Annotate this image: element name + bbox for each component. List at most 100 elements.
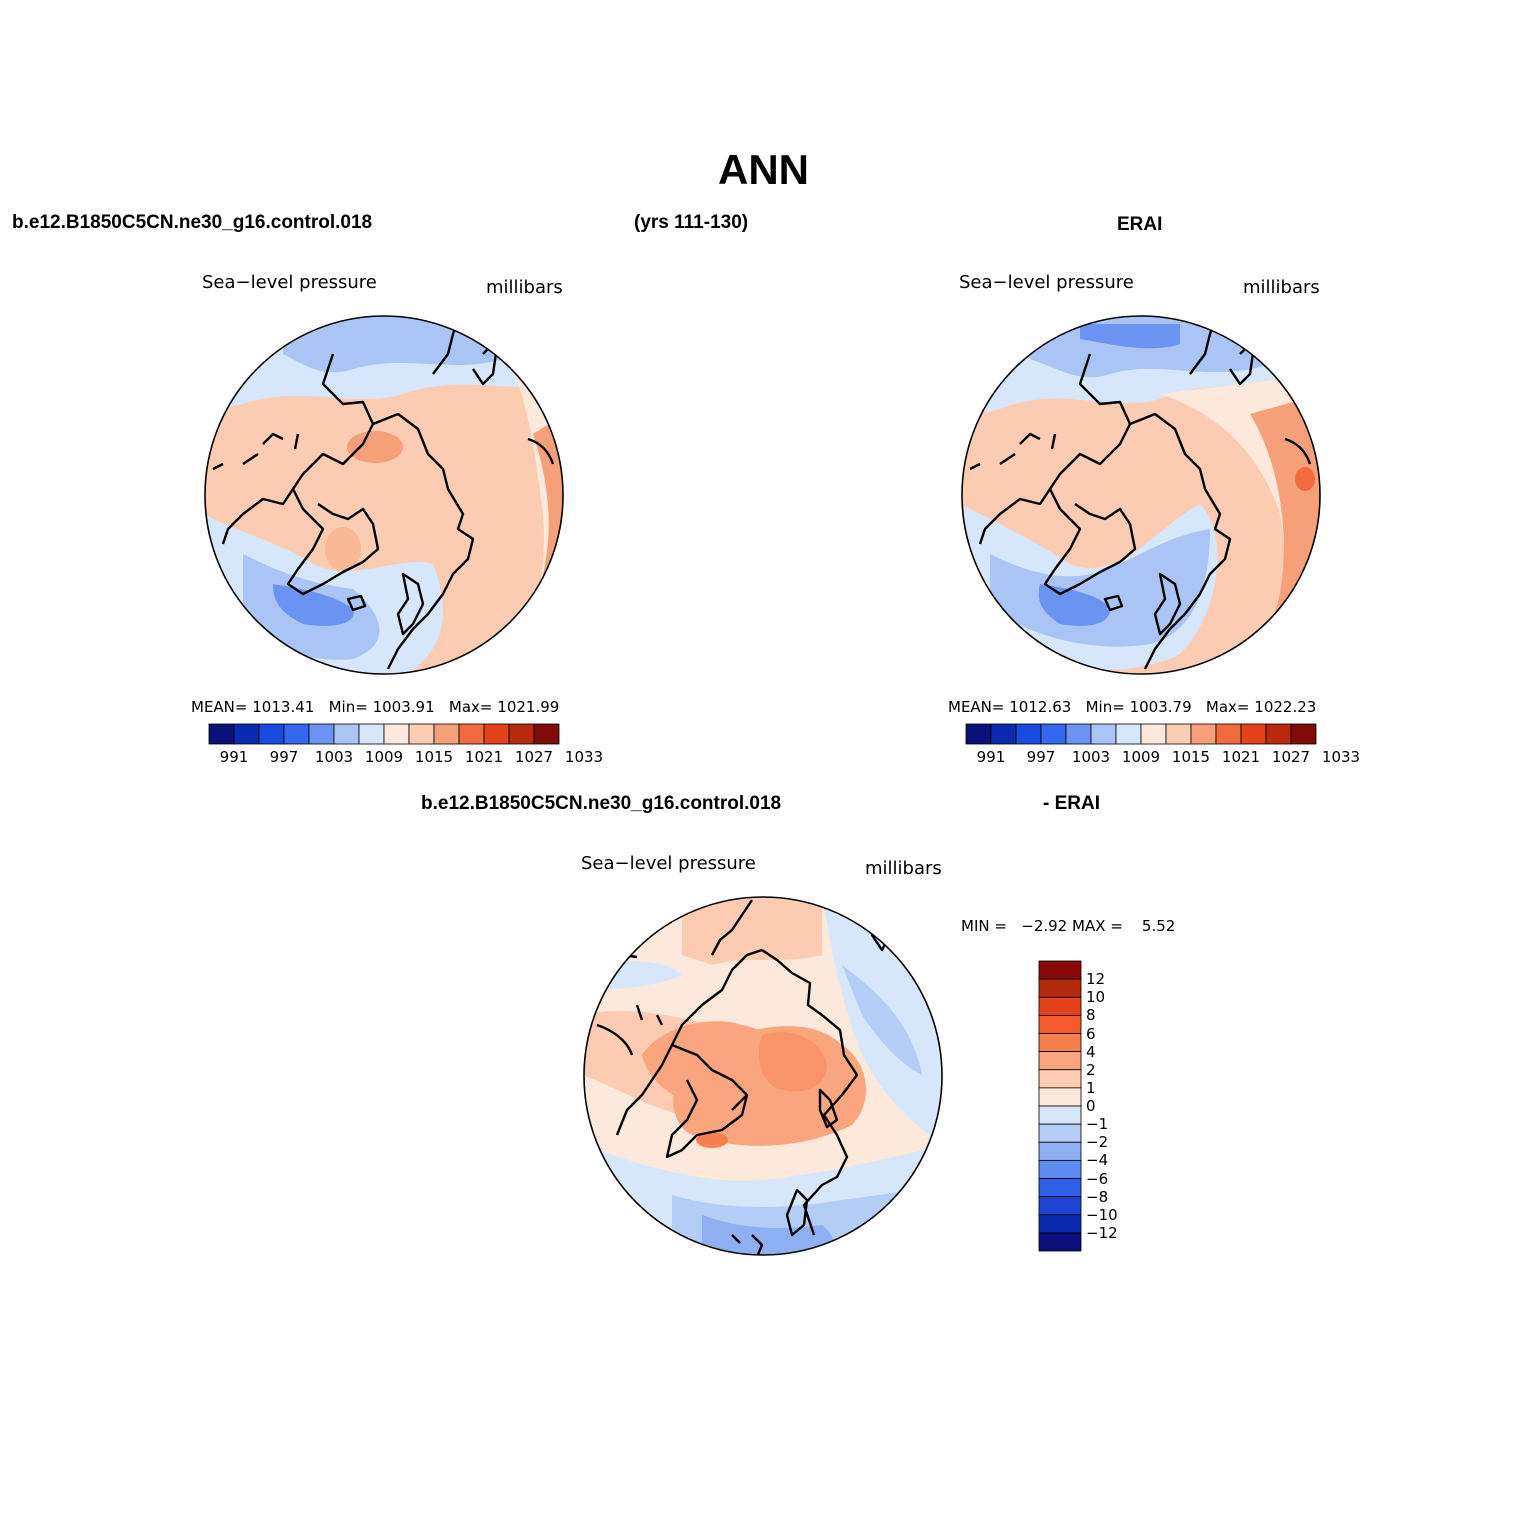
obs-colorbar-cell bbox=[1165, 723, 1192, 745]
model-colorbar-tick-label: 1015 bbox=[414, 748, 454, 766]
diff-colorbar-tick-label: −10 bbox=[1086, 1205, 1118, 1224]
model-max-label: Max= bbox=[448, 698, 493, 716]
obs-mean-label: MEAN= bbox=[948, 698, 1005, 716]
page-title: ANN bbox=[718, 146, 809, 193]
model-colorbar-cell bbox=[533, 723, 560, 745]
diff-min-value: −2.92 bbox=[1021, 917, 1068, 935]
model-colorbar-tick-label: 1009 bbox=[364, 748, 404, 766]
model-colorbar-cell bbox=[433, 723, 460, 745]
obs-colorbar-cell bbox=[1065, 723, 1092, 745]
obs-colorbar-tick-label: 991 bbox=[976, 748, 1006, 766]
diff-colorbar-cell bbox=[1038, 996, 1082, 1016]
diff-colorbar-cell bbox=[1038, 1214, 1082, 1234]
diff-min-label: MIN = bbox=[961, 917, 1007, 935]
diff-colorbar-cell bbox=[1038, 1232, 1082, 1252]
diff-colorbar-tick-label: 6 bbox=[1086, 1024, 1096, 1043]
obs-colorbar-cell bbox=[1140, 723, 1167, 745]
model-colorbar-cell bbox=[333, 723, 360, 745]
diff-colorbar-cell bbox=[1038, 1087, 1082, 1107]
diff-colorbar-tick-label: 8 bbox=[1086, 1006, 1096, 1025]
diff-colorbar-cell bbox=[1038, 1141, 1082, 1161]
diff-colorbar-tick-label: −2 bbox=[1086, 1133, 1109, 1152]
obs-colorbar bbox=[965, 723, 1317, 745]
diff-colorbar-cell bbox=[1038, 1123, 1082, 1143]
model-colorbar-ticks: 991 997 1003 1009 1015 1021 1027 1033 bbox=[209, 748, 603, 768]
diff-colorbar-cell bbox=[1038, 1069, 1082, 1089]
diff-colorbar-tick-label: 10 bbox=[1086, 988, 1106, 1007]
obs-min-label: Min= bbox=[1085, 698, 1125, 716]
obs-colorbar-tick-label: 1027 bbox=[1271, 748, 1311, 766]
obs-variable-label: Sea−level pressure bbox=[959, 272, 1134, 293]
model-colorbar bbox=[208, 723, 560, 745]
diff-obs-label: - ERAI bbox=[1043, 793, 1100, 814]
diff-variable-label: Sea−level pressure bbox=[581, 853, 756, 874]
diff-colorbar-tick-label: −4 bbox=[1086, 1151, 1109, 1170]
model-colorbar-cell bbox=[233, 723, 260, 745]
model-colorbar-tick-label: 997 bbox=[269, 748, 299, 766]
diff-colorbar-cell bbox=[1038, 1105, 1082, 1125]
diff-colorbar-cell bbox=[1038, 960, 1082, 980]
diff-colorbar-tick-label: 12 bbox=[1086, 970, 1106, 989]
diff-colorbar-cell bbox=[1038, 1033, 1082, 1053]
obs-colorbar-cell bbox=[965, 723, 992, 745]
diff-colorbar-tick-label: 2 bbox=[1086, 1060, 1096, 1079]
obs-colorbar-cell bbox=[1215, 723, 1242, 745]
obs-stats: MEAN= 1012.63 Min= 1003.79 Max= 1022.23 bbox=[948, 698, 1316, 716]
obs-colorbar-cell bbox=[1090, 723, 1117, 745]
model-variable-label: Sea−level pressure bbox=[202, 272, 377, 293]
diff-colorbar-tick-label: −6 bbox=[1086, 1169, 1109, 1188]
obs-max-label: Max= bbox=[1205, 698, 1250, 716]
obs-colorbar-cell bbox=[1190, 723, 1217, 745]
model-colorbar-cell bbox=[258, 723, 285, 745]
model-colorbar-tick-label: 1021 bbox=[464, 748, 504, 766]
obs-min-value: 1003.79 bbox=[1129, 698, 1192, 716]
obs-colorbar-cell bbox=[1265, 723, 1292, 745]
obs-name-label: ERAI bbox=[1117, 214, 1163, 235]
diff-colorbar-cell bbox=[1038, 1051, 1082, 1071]
diff-colorbar-tick-label: 1 bbox=[1086, 1078, 1096, 1097]
diff-case-label: b.e12.B1850C5CN.ne30_g16.control.018 bbox=[421, 793, 782, 814]
model-mean-label: MEAN= bbox=[191, 698, 248, 716]
diff-stats: MIN = −2.92 MAX = 5.52 bbox=[961, 917, 1175, 935]
obs-colorbar-tick-label: 1015 bbox=[1171, 748, 1211, 766]
model-colorbar-cell bbox=[208, 723, 235, 745]
years-label: (yrs 111-130) bbox=[634, 212, 749, 233]
model-colorbar-tick-label: 1003 bbox=[314, 748, 354, 766]
model-stats: MEAN= 1013.41 Min= 1003.91 Max= 1021.99 bbox=[191, 698, 559, 716]
obs-mean-value: 1012.63 bbox=[1009, 698, 1072, 716]
obs-units-label: millibars bbox=[1243, 277, 1320, 298]
diff-colorbar-tick-label: 4 bbox=[1086, 1042, 1096, 1061]
model-polar-map bbox=[204, 315, 564, 675]
diff-colorbar-cell bbox=[1038, 1196, 1082, 1216]
model-min-value: 1003.91 bbox=[372, 698, 435, 716]
diff-colorbar-tick-label: −1 bbox=[1086, 1115, 1109, 1134]
model-max-value: 1021.99 bbox=[497, 698, 560, 716]
obs-colorbar-cell bbox=[1115, 723, 1142, 745]
obs-colorbar-ticks: 991 997 1003 1009 1015 1021 1027 1033 bbox=[966, 748, 1360, 768]
diff-max-label: MAX = bbox=[1072, 917, 1123, 935]
obs-colorbar-tick-label: 1033 bbox=[1321, 748, 1361, 766]
diff-colorbar-cell bbox=[1038, 1014, 1082, 1034]
obs-polar-map bbox=[961, 315, 1321, 675]
model-units-label: millibars bbox=[486, 277, 563, 298]
obs-colorbar-tick-label: 1003 bbox=[1071, 748, 1111, 766]
obs-colorbar-cell bbox=[1040, 723, 1067, 745]
diff-colorbar-ticks: 12 10 8 6 4 2 1 0 −1 −2 −4 −6 −8 −10 −12 bbox=[1086, 961, 1146, 1251]
diff-colorbar-tick-label: −12 bbox=[1086, 1223, 1118, 1242]
model-min-label: Min= bbox=[328, 698, 368, 716]
obs-colorbar-cell bbox=[1015, 723, 1042, 745]
diff-units-label: millibars bbox=[865, 858, 942, 879]
model-colorbar-cell bbox=[408, 723, 435, 745]
model-colorbar-cell bbox=[483, 723, 510, 745]
model-colorbar-cell bbox=[508, 723, 535, 745]
model-colorbar-tick-label: 991 bbox=[219, 748, 249, 766]
obs-colorbar-tick-label: 1021 bbox=[1221, 748, 1261, 766]
diff-colorbar-cell bbox=[1038, 978, 1082, 998]
model-colorbar-tick-label: 1027 bbox=[514, 748, 554, 766]
obs-colorbar-tick-label: 997 bbox=[1026, 748, 1056, 766]
model-colorbar-tick-label: 1033 bbox=[564, 748, 604, 766]
diff-colorbar-cell bbox=[1038, 1178, 1082, 1198]
case-name-label: b.e12.B1850C5CN.ne30_g16.control.018 bbox=[12, 212, 373, 233]
diff-colorbar bbox=[1038, 960, 1082, 1252]
diff-colorbar-cell bbox=[1038, 1159, 1082, 1179]
